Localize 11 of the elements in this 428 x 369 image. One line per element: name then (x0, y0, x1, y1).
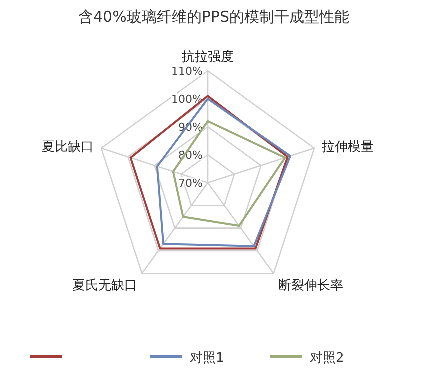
y-tick-label: 110% (172, 65, 203, 78)
spoke-label: 夏氏无缺口 (72, 278, 138, 294)
spoke-label: 夏比缺口 (42, 140, 94, 155)
chart-title: 含40%玻璃纤维的PPS的模制干成型性能 (78, 8, 350, 26)
y-tick-label: 70% (178, 177, 203, 190)
legend-label: 对照2 (310, 351, 344, 366)
spoke-label: 断裂伸长率 (278, 278, 344, 294)
y-tick-label: 100% (172, 93, 203, 106)
spoke-label: 抗拉强度 (182, 49, 234, 65)
legend-label: 对照1 (190, 351, 224, 366)
spoke-label: 拉伸模量 (322, 140, 374, 155)
